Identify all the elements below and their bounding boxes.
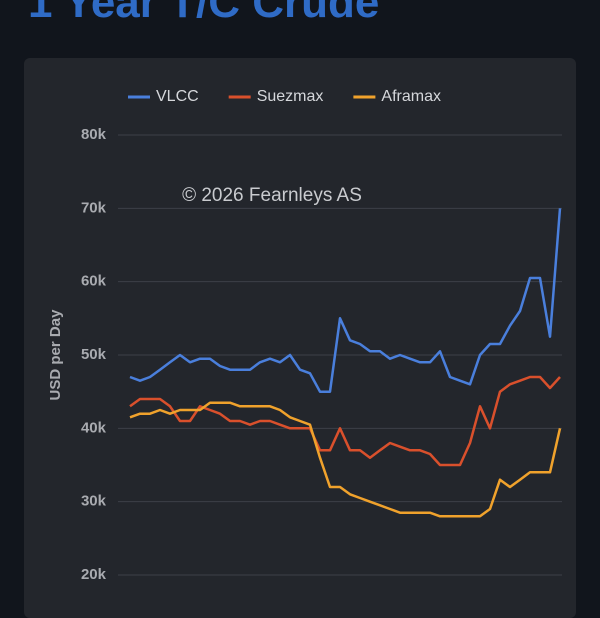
page: {"chart_data": { "type": "line", "title"…: [24, 0, 576, 618]
y-tick-label: 40k: [81, 419, 107, 436]
y-tick-label: 20k: [81, 566, 107, 583]
series-line: [129, 401, 562, 518]
y-tick-label: 50k: [81, 346, 107, 363]
chart: © 2026 Fearnleys AS USD per Day 20k 30k 40…: [47, 88, 562, 583]
y-axis-label: USD per Day: [47, 309, 64, 401]
y-tick-label: 60k: [81, 273, 107, 290]
y-tick-label: 80k: [81, 126, 107, 143]
chart-panel: [24, 58, 576, 618]
legend-label: Suezmax: [257, 88, 324, 105]
series-line: [129, 375, 561, 467]
series-line: [129, 208, 562, 393]
watermark: © 2026 Fearnleys AS: [182, 185, 362, 206]
legend-label: Aframax: [381, 88, 441, 105]
legend-label: VLCC: [156, 88, 199, 105]
y-tick-label: 70k: [81, 199, 107, 216]
page-title: 1 Year T/C Crude: [28, 0, 380, 27]
y-tick-label: 30k: [81, 493, 107, 510]
